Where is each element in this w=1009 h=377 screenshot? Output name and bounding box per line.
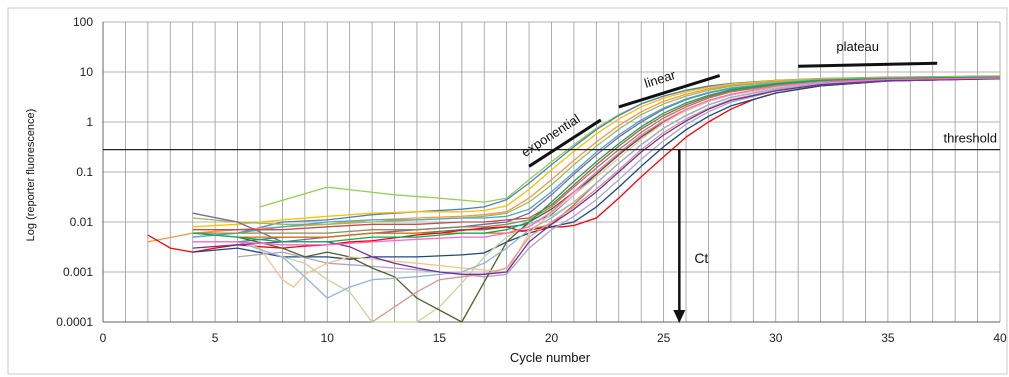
series-line-22 xyxy=(192,77,1001,246)
y-tick-label: 0.001 xyxy=(63,265,93,279)
y-tick-label: 0.01 xyxy=(70,215,94,229)
x-tick-label: 10 xyxy=(321,331,335,345)
series-line-7 xyxy=(192,76,1001,238)
y-axis-title: Log (reporter fluorescence) xyxy=(25,109,37,242)
series-line-8 xyxy=(192,76,1001,231)
plateau-label: plateau xyxy=(836,39,879,54)
series-line-12 xyxy=(147,77,1001,253)
series-line-5 xyxy=(192,76,1001,225)
x-tick-label: 35 xyxy=(881,331,895,345)
y-tick-label: 1 xyxy=(86,115,93,129)
series-line-15 xyxy=(237,77,1001,278)
x-tick-label: 20 xyxy=(545,331,559,345)
phase-segment-exponential xyxy=(528,118,602,168)
x-tick-label: 15 xyxy=(433,331,447,345)
series-line-9 xyxy=(192,77,1001,234)
ct-label: Ct xyxy=(694,250,708,266)
chart-border xyxy=(7,7,1008,375)
x-tick-label: 0 xyxy=(100,331,107,345)
phase-segment-linear xyxy=(618,74,721,109)
x-tick-label: 40 xyxy=(993,331,1007,345)
ct-arrow-head xyxy=(673,310,686,323)
x-tick-label: 5 xyxy=(212,331,219,345)
phase-segment-plateau xyxy=(798,61,938,68)
y-tick-label: 0.0001 xyxy=(56,315,93,329)
y-tick-label: 100 xyxy=(73,15,93,29)
threshold-label: threshold xyxy=(944,131,997,146)
x-axis-title: Cycle number xyxy=(510,350,591,365)
x-tick-label: 30 xyxy=(769,331,783,345)
y-tick-label: 0.1 xyxy=(76,165,93,179)
series-line-20 xyxy=(192,78,1001,275)
series-line-3 xyxy=(192,75,1001,228)
series-line-18 xyxy=(237,77,1001,299)
series-line-13 xyxy=(192,77,1001,260)
x-tick-label: 25 xyxy=(657,331,671,345)
y-tick-label: 10 xyxy=(80,65,94,79)
series-line-21 xyxy=(192,76,1001,243)
